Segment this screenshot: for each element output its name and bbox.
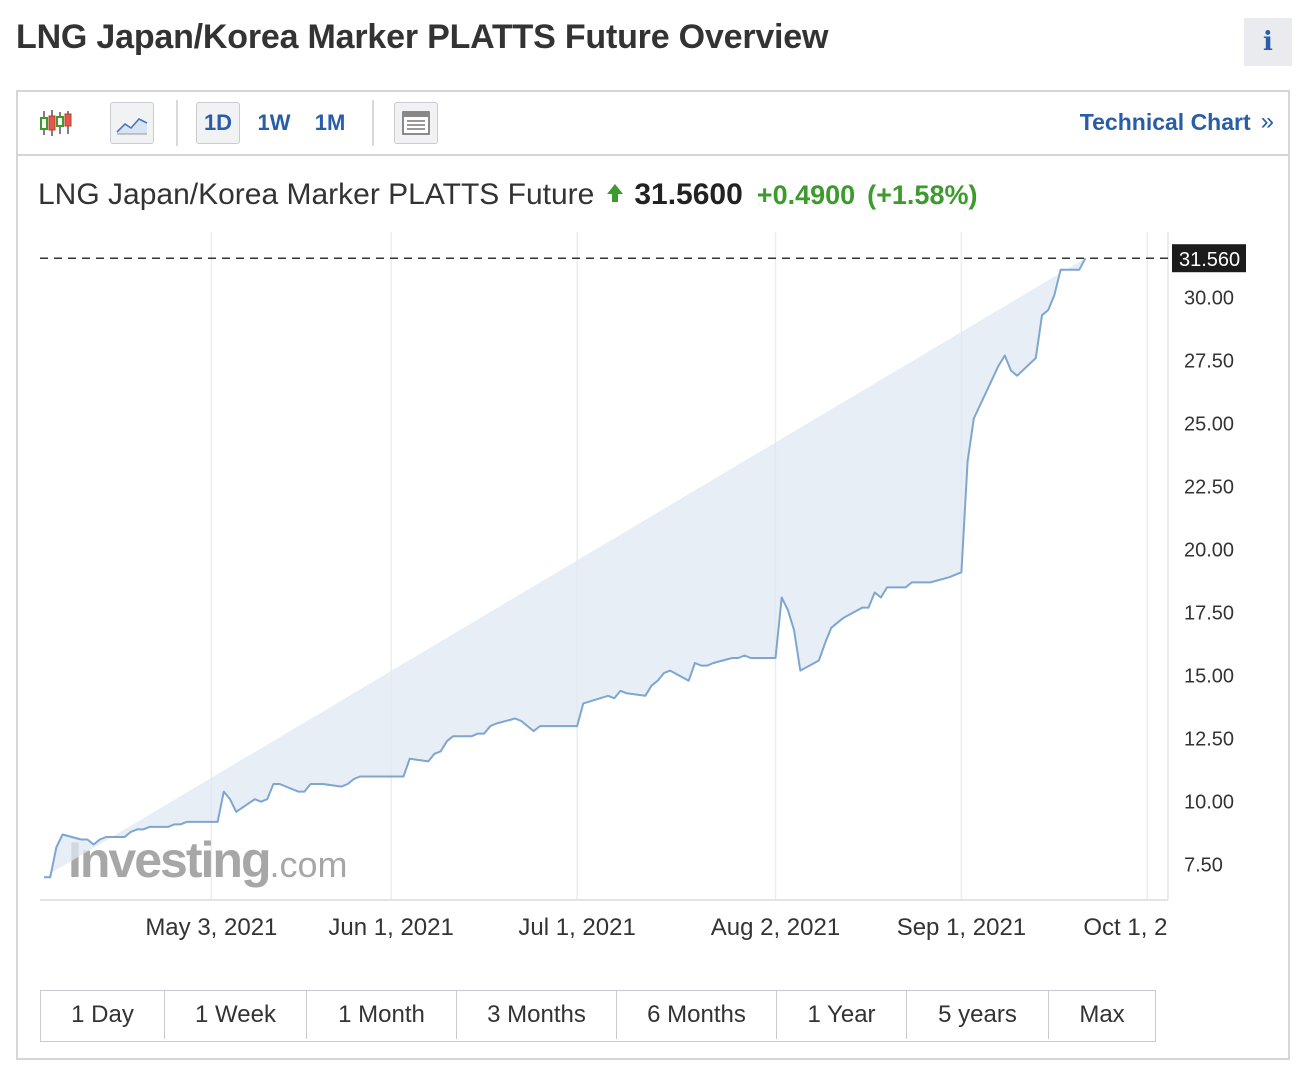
y-tick-label: 7.50 (1184, 855, 1223, 877)
range-selector: 1 Day 1 Week 1 Month 3 Months 6 Months 1… (40, 990, 1156, 1042)
info-icon[interactable]: i (1244, 18, 1292, 66)
toolbar-divider (372, 100, 374, 146)
x-tick-label: Oct 1, 2 (1083, 914, 1167, 941)
x-tick-label: May 3, 2021 (145, 914, 277, 941)
price-area (44, 258, 1086, 878)
technical-chart-label: Technical Chart (1079, 108, 1251, 135)
x-tick-label: Jul 1, 2021 (518, 914, 635, 941)
y-tick-label: 12.50 (1184, 729, 1234, 751)
price-line (44, 257, 1087, 879)
range-1-month-button[interactable]: 1 Month (307, 991, 457, 1039)
y-tick-label: 25.00 (1184, 414, 1234, 436)
range-3-months-button[interactable]: 3 Months (457, 991, 617, 1039)
area-chart-icon[interactable] (110, 102, 154, 144)
x-tick-label: Aug 2, 2021 (711, 914, 840, 941)
x-tick-label: Sep 1, 2021 (897, 914, 1026, 941)
last-price-badge (1172, 244, 1246, 273)
range-1-year-button[interactable]: 1 Year (777, 991, 907, 1039)
y-tick-label: 22.50 (1184, 477, 1234, 499)
investing-watermark: Investing.com (68, 832, 348, 888)
technical-chart-link[interactable]: Technical Chart » (1080, 108, 1274, 136)
double-chevron-right-icon: » (1260, 108, 1274, 135)
chart-toolbar: 1D 1W 1M Technical Chart » (18, 92, 1288, 156)
y-tick-label: 15.00 (1184, 666, 1234, 688)
last-price-label: 31.560 (1179, 249, 1240, 271)
quote-header: LNG Japan/Korea Marker PLATTS Future 31.… (38, 178, 977, 212)
arrow-up-icon (607, 184, 624, 202)
price-change: +0.4900 (756, 179, 856, 210)
y-tick-label: 20.00 (1184, 540, 1234, 562)
range-max-button[interactable]: Max (1079, 1001, 1125, 1028)
price-change-percent: (+1.58%) (867, 179, 978, 210)
y-tick-label: 17.50 (1184, 603, 1234, 625)
range-1-week-button[interactable]: 1 Week (165, 991, 307, 1039)
range-6-months-button[interactable]: 6 Months (617, 991, 777, 1039)
timeframe-1m-button[interactable]: 1M (314, 110, 346, 135)
page-title: LNG Japan/Korea Marker PLATTS Future Ove… (16, 18, 829, 56)
y-tick-label: 10.00 (1184, 792, 1234, 814)
layout-icon[interactable] (394, 102, 438, 144)
timeframe-1w-button[interactable]: 1W (257, 110, 291, 135)
instrument-name: LNG Japan/Korea Marker PLATTS Future (38, 178, 595, 211)
timeframe-1d-button[interactable]: 1D (196, 102, 240, 144)
range-1-day-button[interactable]: 1 Day (41, 991, 165, 1039)
range-5-years-button[interactable]: 5 years (907, 991, 1049, 1039)
y-tick-label: 27.50 (1184, 351, 1234, 373)
toolbar-divider (176, 100, 178, 146)
y-tick-label: 30.00 (1184, 288, 1234, 310)
chart-widget: 1D 1W 1M Technical Chart » LNG Japan/Kor… (16, 90, 1290, 1060)
x-tick-label: Jun 1, 2021 (328, 914, 453, 941)
last-price: 31.5600 (634, 178, 743, 211)
candlestick-chart-icon[interactable] (36, 102, 80, 144)
price-chart: Investing.com 31.560 7.50 10.00 12.50 15.00 17… (40, 232, 1246, 941)
